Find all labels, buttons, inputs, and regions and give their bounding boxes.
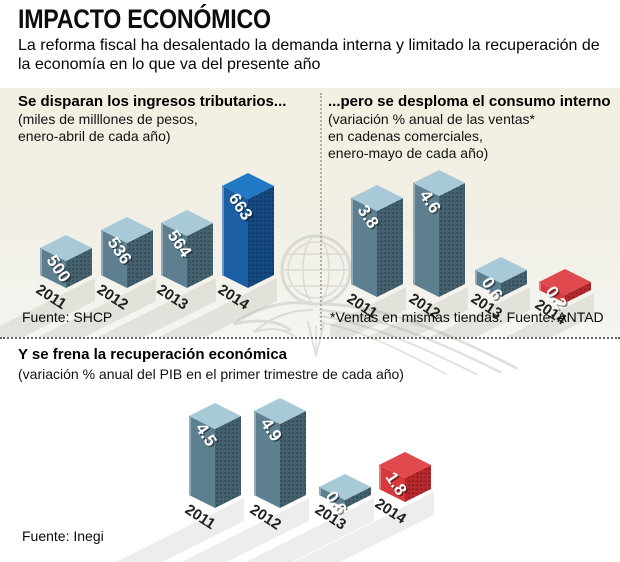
floor-ribbon-2014	[294, 492, 434, 562]
retail-sales-subheading-line3: enero-mayo de cada año)	[328, 145, 489, 161]
bar-2011: 4.54.5	[189, 403, 241, 508]
bar-2014: 1.81.8	[379, 452, 431, 502]
gdp-subheading-line1: (variación % anual del PIB en el primer …	[18, 366, 404, 382]
tax-revenue-subheading-line2: enero-abril de cada año)	[18, 128, 171, 144]
floor-ribbon-2012	[38, 278, 156, 337]
retail-sales-subheading-line2: en cadenas comerciales,	[328, 128, 483, 144]
page-title: IMPACTO ECONÓMICO	[18, 4, 271, 34]
floor-ribbon-2014	[159, 278, 277, 337]
bar-2014: 0.20.2	[539, 269, 591, 314]
top-charts-panel	[0, 88, 620, 337]
floor-ribbon-2012	[181, 498, 309, 562]
floor-ribbon-2014	[506, 293, 594, 337]
bar-2012: 4.94.9	[254, 398, 306, 508]
bar-2011: 3.83.8	[351, 185, 403, 297]
floor-ribbon-2013	[246, 498, 374, 562]
page-subtitle: La reforma fiscal ha desalentado la dema…	[18, 37, 600, 73]
floor-ribbon-2013	[430, 287, 530, 337]
gdp-source: Fuente: Inegi	[22, 528, 104, 544]
vertical-dotted-divider	[320, 93, 322, 330]
bar-2013: 0.60.6	[475, 257, 527, 305]
floor-ribbon-2011	[0, 278, 95, 337]
floor-ribbon-2013	[98, 278, 216, 337]
horizontal-dotted-divider	[0, 337, 620, 339]
floor-ribbon-2011	[116, 498, 244, 562]
retail-sales-heading: ...pero se desploma el consumo interno	[328, 93, 611, 110]
floor-ribbon-2012	[368, 287, 468, 337]
tax-revenue-subheading-line1: (miles de milllones de pesos,	[18, 111, 198, 127]
tax-revenue-source: Fuente: SHCP	[22, 309, 113, 325]
gdp-heading: Y se frena la recuperación económica	[18, 346, 288, 363]
bar-2012: 4.64.6	[413, 170, 465, 297]
tax-revenue-heading: Se disparan los ingresos tributarios...	[18, 93, 287, 110]
retail-sales-source: *Ventas en mismas tiendas. Fuente: ANTAD	[330, 309, 604, 325]
retail-sales-subheading-line1: (variación % anual de las ventas*	[328, 111, 536, 127]
winged-globe-watermark	[233, 234, 518, 375]
floor-ribbon-2011	[330, 287, 406, 337]
